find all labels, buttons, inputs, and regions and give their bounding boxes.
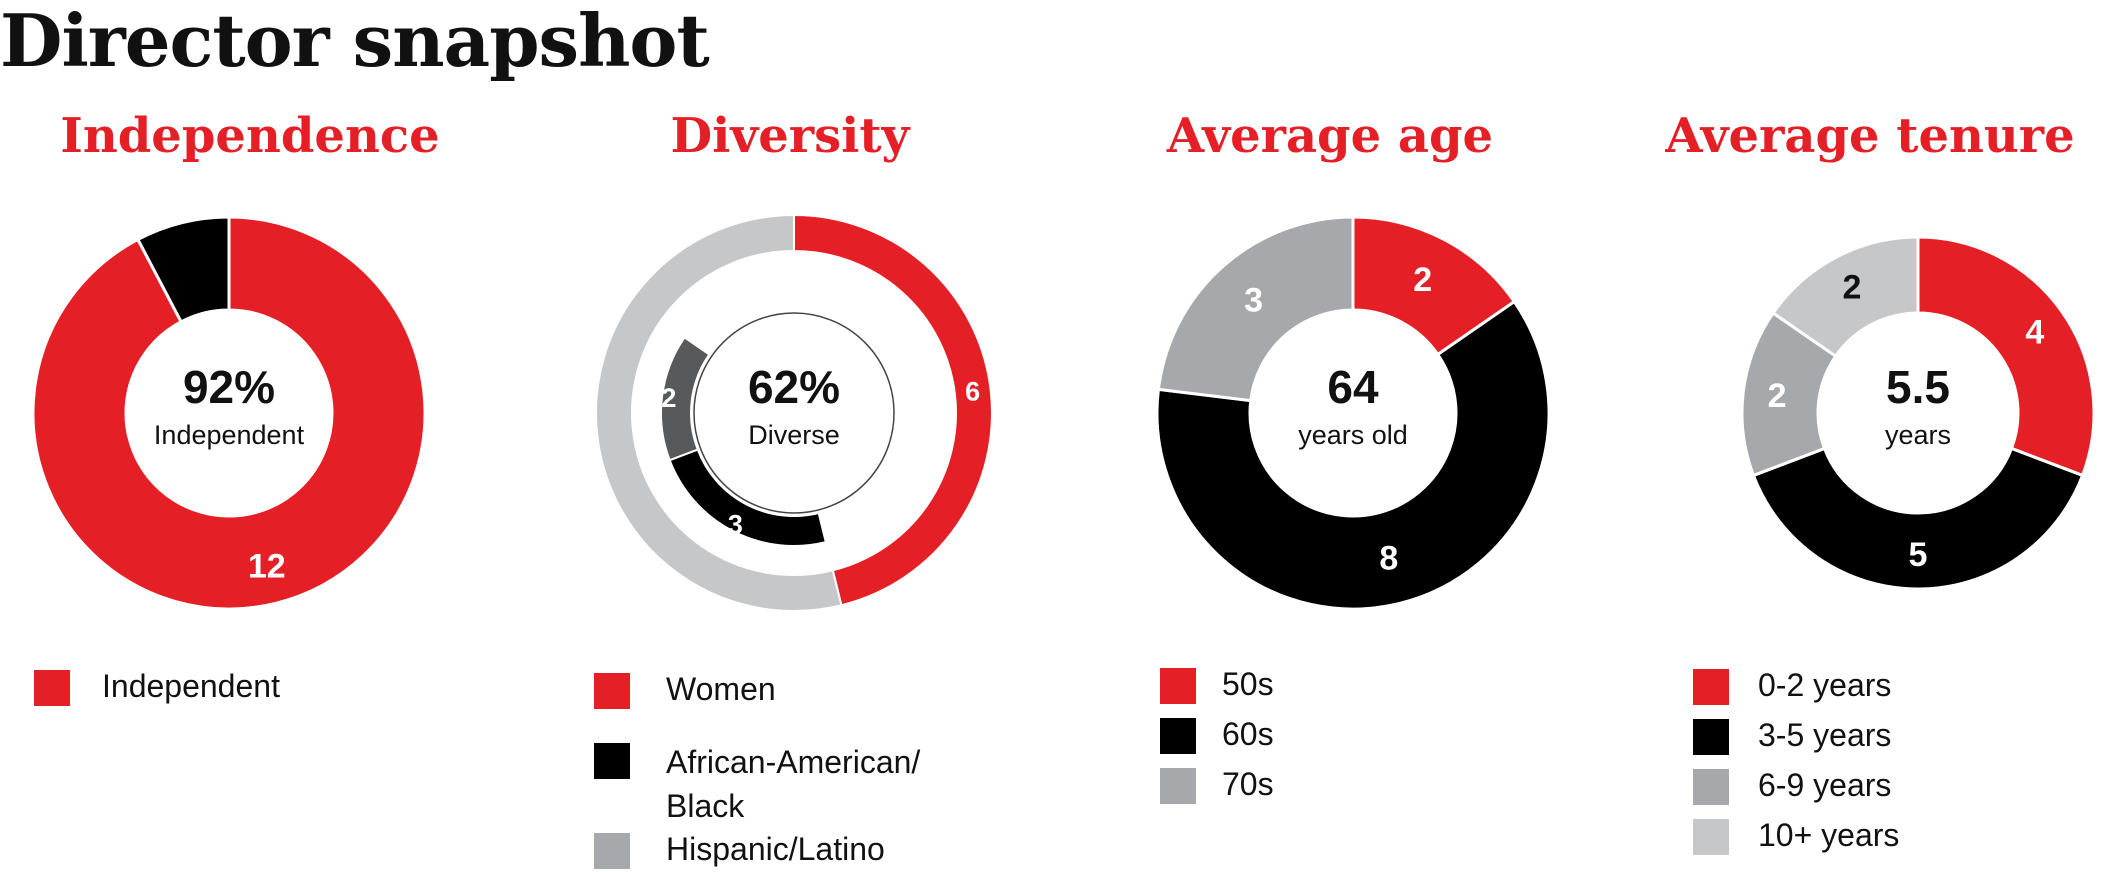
diversity-inner-label-hispanic-latino: 2	[661, 383, 676, 413]
legend-item: Women	[594, 670, 920, 740]
legend-label-60s: 60s	[1222, 716, 1274, 752]
average-tenure-data-label-0-2-years: 4	[2025, 313, 2044, 351]
independence-slice-other-1	[135, 215, 231, 324]
diversity-inner-slice-hispanic-latino	[660, 336, 711, 462]
legend-item: 60s	[1160, 715, 1274, 765]
legend-swatch-3-5-years	[1693, 719, 1729, 755]
chart-title-independence: Independence	[60, 108, 440, 164]
legend-label-3-5-years: 3-5 years	[1758, 717, 1892, 753]
legend-swatch-african-american-black	[594, 743, 630, 779]
legend-average-age: 50s 60s 70s	[1160, 665, 1274, 815]
legend-swatch-50s	[1160, 668, 1196, 704]
average-age-data-label-70s: 3	[1244, 282, 1263, 320]
diversity-center-label: Diverse	[748, 420, 840, 450]
average-age-slice-50s	[1351, 215, 1517, 357]
legend-label-african-american-black-line2: Black	[666, 788, 745, 824]
average-age-slice-70s	[1156, 215, 1355, 403]
legend-label-hispanic-latino: Hispanic/Latino	[666, 831, 885, 867]
legend-label-70s: 70s	[1222, 766, 1274, 802]
legend-item: 50s	[1160, 665, 1274, 715]
independence-center-value: 92%	[183, 361, 275, 413]
independence-data-label-independent: 12	[248, 547, 286, 585]
average-age-center-value: 64	[1327, 361, 1379, 413]
legend-item: 0-2 years	[1693, 666, 1899, 716]
diversity-center-circle	[693, 312, 895, 514]
legend-label-10-plus-years: 10+ years	[1758, 817, 1900, 853]
legend-swatch-0-2-years	[1693, 669, 1729, 705]
legend-swatch-60s	[1160, 718, 1196, 754]
page-title: Director snapshot	[0, 0, 710, 83]
legend-label-african-american-black-line1: African-American/	[666, 744, 921, 780]
average-tenure-data-label-6-9-years: 2	[1768, 377, 1787, 415]
legend-diversity: Women African-American/ Black Hispanic/L…	[594, 670, 920, 869]
legend-item: 70s	[1160, 765, 1274, 815]
average-tenure-center-value: 5.5	[1886, 361, 1950, 413]
independence-slice-independent	[31, 215, 427, 611]
legend-independence: Independent	[34, 667, 280, 706]
legend-swatch-women	[594, 673, 630, 709]
legend-item: 10+ years	[1693, 816, 1899, 866]
average-tenure-slice-3-5-years	[1751, 446, 2085, 591]
diversity-inner-label-african-american-black: 3	[728, 510, 743, 540]
legend-swatch-10-plus-years	[1693, 819, 1729, 855]
legend-label-independent: Independent	[102, 668, 280, 704]
chart-title-average-tenure: Average tenure	[1665, 108, 2075, 164]
legend-swatch-hispanic-latino	[594, 833, 630, 869]
average-age-data-label-50s: 2	[1413, 261, 1432, 299]
legend-swatch-independent	[34, 670, 70, 706]
average-tenure-data-label-3-5-years: 5	[1909, 536, 1928, 574]
diversity-center-value: 62%	[748, 361, 840, 413]
average-age-data-label-60s: 8	[1379, 540, 1398, 578]
average-tenure-data-label-10-years: 2	[1843, 268, 1862, 306]
diversity-outer-slice-other-1	[595, 213, 843, 612]
legend-swatch-70s	[1160, 768, 1196, 804]
legend-item: African-American/ Black	[594, 740, 920, 830]
legend-label-women: Women	[666, 671, 776, 707]
legend-label-0-2-years: 0-2 years	[1758, 667, 1892, 703]
average-tenure-center-label: years	[1885, 420, 1951, 450]
chart-title-diversity: Diversity	[670, 108, 910, 164]
legend-swatch-6-9-years	[1693, 769, 1729, 805]
average-age-center-label: years old	[1298, 420, 1408, 450]
chart-title-average-age: Average age	[1166, 108, 1494, 164]
legend-item: 6-9 years	[1693, 766, 1899, 816]
legend-item: Independent	[34, 667, 280, 706]
average-tenure-slice-0-2-years	[1916, 235, 2096, 478]
legend-label-6-9-years: 6-9 years	[1758, 767, 1892, 803]
legend-label-50s: 50s	[1222, 666, 1274, 702]
average-age-slice-60s	[1155, 299, 1551, 611]
diversity-outer-label-women: 6	[965, 376, 980, 406]
average-tenure-slice-10-years	[1771, 235, 1920, 359]
legend-item: Hispanic/Latino	[594, 830, 920, 869]
independence-center-label: Independent	[154, 420, 305, 450]
legend-item: 3-5 years	[1693, 716, 1899, 766]
legend-average-tenure: 0-2 years 3-5 years 6-9 years 10+ years	[1693, 666, 1899, 866]
